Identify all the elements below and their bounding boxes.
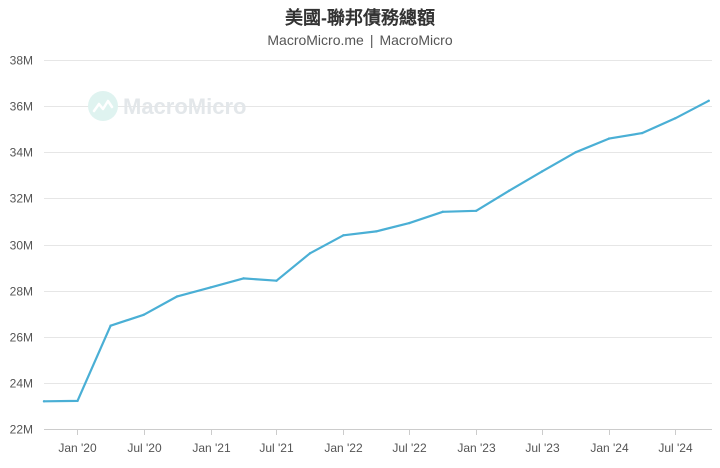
source-site[interactable]: MacroMicro.me xyxy=(267,32,364,48)
data-point xyxy=(441,210,444,213)
gridlines xyxy=(44,60,712,384)
y-tick-label: 30M xyxy=(10,239,33,253)
data-point xyxy=(375,230,378,233)
x-tick-label: Jan '24 xyxy=(590,441,629,455)
y-tick-label: 36M xyxy=(10,100,33,114)
data-point xyxy=(574,151,577,154)
data-point xyxy=(475,209,478,212)
data-point xyxy=(109,324,112,327)
data-point xyxy=(707,99,710,103)
data-point xyxy=(242,277,245,280)
data-point xyxy=(42,400,46,403)
x-tick-label: Jul '24 xyxy=(658,441,693,455)
y-tick-label: 34M xyxy=(10,146,33,160)
x-axis-ticks: Jan '20 Jul '20 Jan '21 Jul '21 Jan '22 Jul '… xyxy=(58,429,693,455)
watermark: MacroMicro xyxy=(88,91,246,121)
y-tick-label: 24M xyxy=(10,377,33,391)
data-point xyxy=(308,252,312,255)
x-tick-label: Jan '20 xyxy=(58,441,97,455)
series-layer xyxy=(42,99,710,403)
data-point xyxy=(176,295,179,298)
data-point xyxy=(408,221,411,225)
x-tick-label: Jul '22 xyxy=(392,441,427,455)
y-tick-label: 38M xyxy=(10,54,33,68)
data-point xyxy=(640,131,644,135)
data-point xyxy=(76,399,79,403)
watermark-text: MacroMicro xyxy=(123,94,246,119)
data-point xyxy=(342,234,345,237)
x-tick-label: Jul '23 xyxy=(525,441,560,455)
x-tick-label: Jan '21 xyxy=(192,441,231,455)
data-point xyxy=(275,279,278,282)
data-point xyxy=(540,170,544,173)
y-tick-label: 22M xyxy=(10,423,33,437)
y-tick-label: 28M xyxy=(10,285,33,299)
y-tick-label: 26M xyxy=(10,331,33,345)
series-line xyxy=(42,99,710,403)
x-tick-label: Jul '20 xyxy=(127,441,162,455)
y-axis-ticks: 22M 24M 26M 28M 30M 32M 34M 36M 38M xyxy=(10,54,33,437)
data-point xyxy=(507,189,511,192)
source-separator: | xyxy=(369,32,374,48)
source-name[interactable]: MacroMicro xyxy=(379,32,453,48)
data-point xyxy=(209,286,212,289)
x-tick-label: Jan '22 xyxy=(324,441,363,455)
x-tick-label: Jan '23 xyxy=(457,441,496,455)
data-point xyxy=(607,137,611,140)
chart-source: MacroMicro.me | MacroMicro xyxy=(0,32,720,48)
data-point xyxy=(142,313,145,316)
watermark-logo-icon xyxy=(88,91,118,121)
watermark-logo-mark xyxy=(92,99,114,113)
chart-title: 美國-聯邦債務總額 xyxy=(285,8,435,28)
x-tick-label: Jul '21 xyxy=(259,441,294,455)
y-tick-label: 32M xyxy=(10,192,33,206)
data-point xyxy=(674,117,677,120)
